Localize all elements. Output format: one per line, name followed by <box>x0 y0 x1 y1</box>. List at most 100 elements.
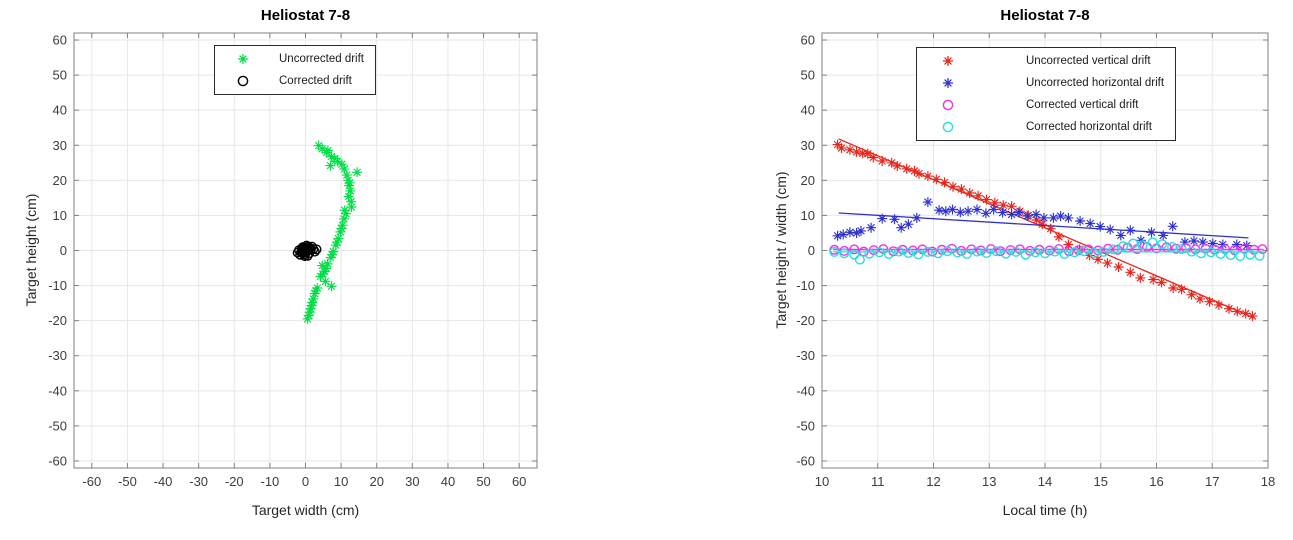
asterisk-marker <box>948 181 958 192</box>
circle-marker <box>839 248 850 259</box>
circle-marker <box>299 247 310 258</box>
asterisk-marker <box>1102 258 1113 269</box>
y-tick-label: 50 <box>53 68 67 83</box>
asterisk-marker <box>940 206 951 217</box>
asterisk-marker <box>330 240 341 251</box>
asterisk-marker <box>862 148 873 159</box>
asterisk-marker <box>325 160 336 171</box>
circle-marker <box>854 254 865 265</box>
chart-title-left: Heliostat 7-8 <box>260 7 351 24</box>
asterisk-marker <box>326 281 337 292</box>
circle-marker <box>1215 248 1226 259</box>
asterisk-marker <box>922 197 933 208</box>
asterisk-marker <box>956 184 967 195</box>
x-tick-label: -60 <box>82 474 101 489</box>
asterisk-marker <box>832 139 843 150</box>
asterisk-marker <box>934 205 945 216</box>
asterisk-marker <box>1156 277 1167 288</box>
series-uncorrected-horizontal-drift <box>832 197 1252 251</box>
legend-item: Corrected vertical drift <box>917 94 1164 116</box>
series-corrected-drift <box>292 240 322 262</box>
circle-marker <box>849 249 860 260</box>
circle-marker <box>952 247 963 258</box>
asterisk-marker <box>1148 274 1159 285</box>
asterisk-marker-icon <box>917 53 979 69</box>
y-tick-label: -50 <box>796 418 815 433</box>
legend-left: Uncorrected drift Corrected drift <box>214 45 377 95</box>
asterisk-marker <box>963 206 974 217</box>
y-tick-label: -10 <box>48 278 67 293</box>
asterisk-marker <box>328 246 339 257</box>
asterisk-marker <box>1037 219 1048 230</box>
asterisk-marker <box>1022 211 1033 222</box>
circle-marker <box>298 246 309 257</box>
asterisk-marker <box>341 208 352 219</box>
asterisk-marker <box>321 263 332 274</box>
x-tick-label: -30 <box>189 474 208 489</box>
circle-marker <box>1235 251 1246 262</box>
legend-item: Corrected horizontal drift <box>917 116 1164 138</box>
asterisk-marker <box>302 313 313 324</box>
asterisk-marker <box>1085 218 1096 229</box>
circle-marker <box>300 242 311 253</box>
asterisk-marker <box>306 300 317 311</box>
asterisk-marker <box>322 145 333 156</box>
x-tick-label: 12 <box>926 474 940 489</box>
x-axis-label-right: Local time (h) <box>1002 502 1088 518</box>
y-tick-label: 20 <box>53 173 67 188</box>
x-tick-label: 18 <box>1261 474 1275 489</box>
y-tick-label: 40 <box>801 103 815 118</box>
y-tick-label: 50 <box>801 68 815 83</box>
x-tick-label: -20 <box>225 474 244 489</box>
circle-marker <box>975 245 986 256</box>
asterisk-marker <box>1247 311 1258 322</box>
asterisk-marker <box>877 213 888 224</box>
asterisk-marker <box>1095 221 1106 232</box>
asterisk-marker <box>1167 221 1178 232</box>
asterisk-marker <box>889 214 900 225</box>
fit-line <box>838 212 1249 239</box>
y-tick-label: 0 <box>60 243 67 258</box>
asterisk-marker <box>972 204 982 215</box>
asterisk-marker <box>903 219 914 230</box>
asterisk-marker <box>1195 293 1205 304</box>
x-tick-label: 60 <box>512 474 526 489</box>
legend-label: Corrected horizontal drift <box>1026 121 1152 133</box>
asterisk-marker <box>1207 238 1218 249</box>
asterisk-marker <box>319 266 330 277</box>
y-tick-label: -60 <box>48 453 67 468</box>
x-tick-label: 15 <box>1094 474 1108 489</box>
asterisk-marker <box>836 143 847 154</box>
asterisk-marker <box>981 194 992 205</box>
asterisk-marker <box>332 237 343 248</box>
asterisk-marker <box>339 213 349 224</box>
series-corrected-horizontal-drift <box>829 237 1265 265</box>
circle-marker <box>864 248 875 259</box>
chart-title-right: Heliostat 7-8 <box>1000 7 1090 24</box>
asterisk-marker <box>346 202 357 212</box>
y-tick-label: 30 <box>53 138 67 153</box>
asterisk-marker <box>310 285 321 296</box>
y-tick-label: 60 <box>53 33 67 48</box>
asterisk-marker <box>333 233 344 244</box>
x-tick-label: 20 <box>369 474 383 489</box>
asterisk-marker <box>317 143 328 154</box>
asterisk-marker <box>1197 237 1208 248</box>
asterisk-marker <box>1186 289 1197 300</box>
circle-marker <box>1239 243 1250 254</box>
circle-marker <box>1176 244 1187 255</box>
asterisk-marker <box>1231 239 1242 250</box>
asterisk-marker <box>1176 284 1187 295</box>
x-tick-label: 40 <box>441 474 455 489</box>
y-axis-label-left: Target height (cm) <box>23 193 39 307</box>
asterisk-marker-icon <box>215 51 271 67</box>
asterisk-marker <box>1063 212 1074 223</box>
x-tick-label: 13 <box>982 474 996 489</box>
asterisk-marker <box>886 157 897 168</box>
asterisk-marker <box>844 144 855 155</box>
figure-right: 10 11 12 13 14 15 16 17 18 -60 -50 -40 -30 -20 -10 0 10 2… <box>647 0 1293 540</box>
asterisk-marker <box>1115 230 1126 241</box>
y-tick-label: -10 <box>796 278 815 293</box>
asterisk-marker <box>838 229 849 240</box>
